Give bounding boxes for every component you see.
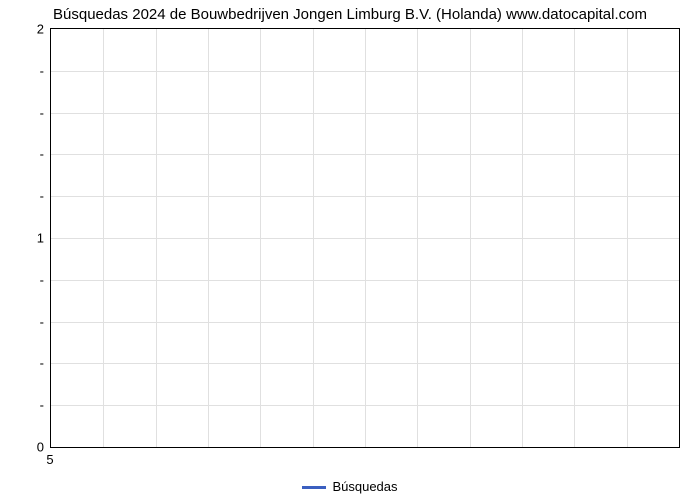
grid-hline: [51, 405, 679, 406]
grid-hline-major: [51, 238, 679, 239]
y-axis-minor-dash: -: [40, 356, 44, 371]
plot-area: [50, 28, 680, 448]
grid-hline: [51, 280, 679, 281]
grid-hline: [51, 363, 679, 364]
grid-hline: [51, 322, 679, 323]
legend-swatch: [302, 486, 326, 489]
chart-title: Búsquedas 2024 de Bouwbedrijven Jongen L…: [0, 6, 700, 23]
y-axis-tick-label: 2: [37, 22, 44, 37]
y-axis-minor-dash: -: [40, 189, 44, 204]
chart-container: Búsquedas 2024 de Bouwbedrijven Jongen L…: [0, 0, 700, 500]
x-axis-tick-label: 5: [46, 452, 53, 467]
legend: Búsquedas: [0, 479, 700, 494]
y-axis-tick-label: 1: [37, 231, 44, 246]
y-axis-minor-dash: -: [40, 314, 44, 329]
y-axis-minor-dash: -: [40, 105, 44, 120]
y-axis-minor-dash: -: [40, 147, 44, 162]
y-axis-tick-label: 0: [37, 440, 44, 455]
grid-hline: [51, 71, 679, 72]
grid-hline: [51, 196, 679, 197]
legend-label: Búsquedas: [332, 479, 397, 494]
y-axis-minor-dash: -: [40, 272, 44, 287]
grid-hline: [51, 154, 679, 155]
grid-hline: [51, 113, 679, 114]
y-axis-minor-dash: -: [40, 63, 44, 78]
y-axis-minor-dash: -: [40, 398, 44, 413]
